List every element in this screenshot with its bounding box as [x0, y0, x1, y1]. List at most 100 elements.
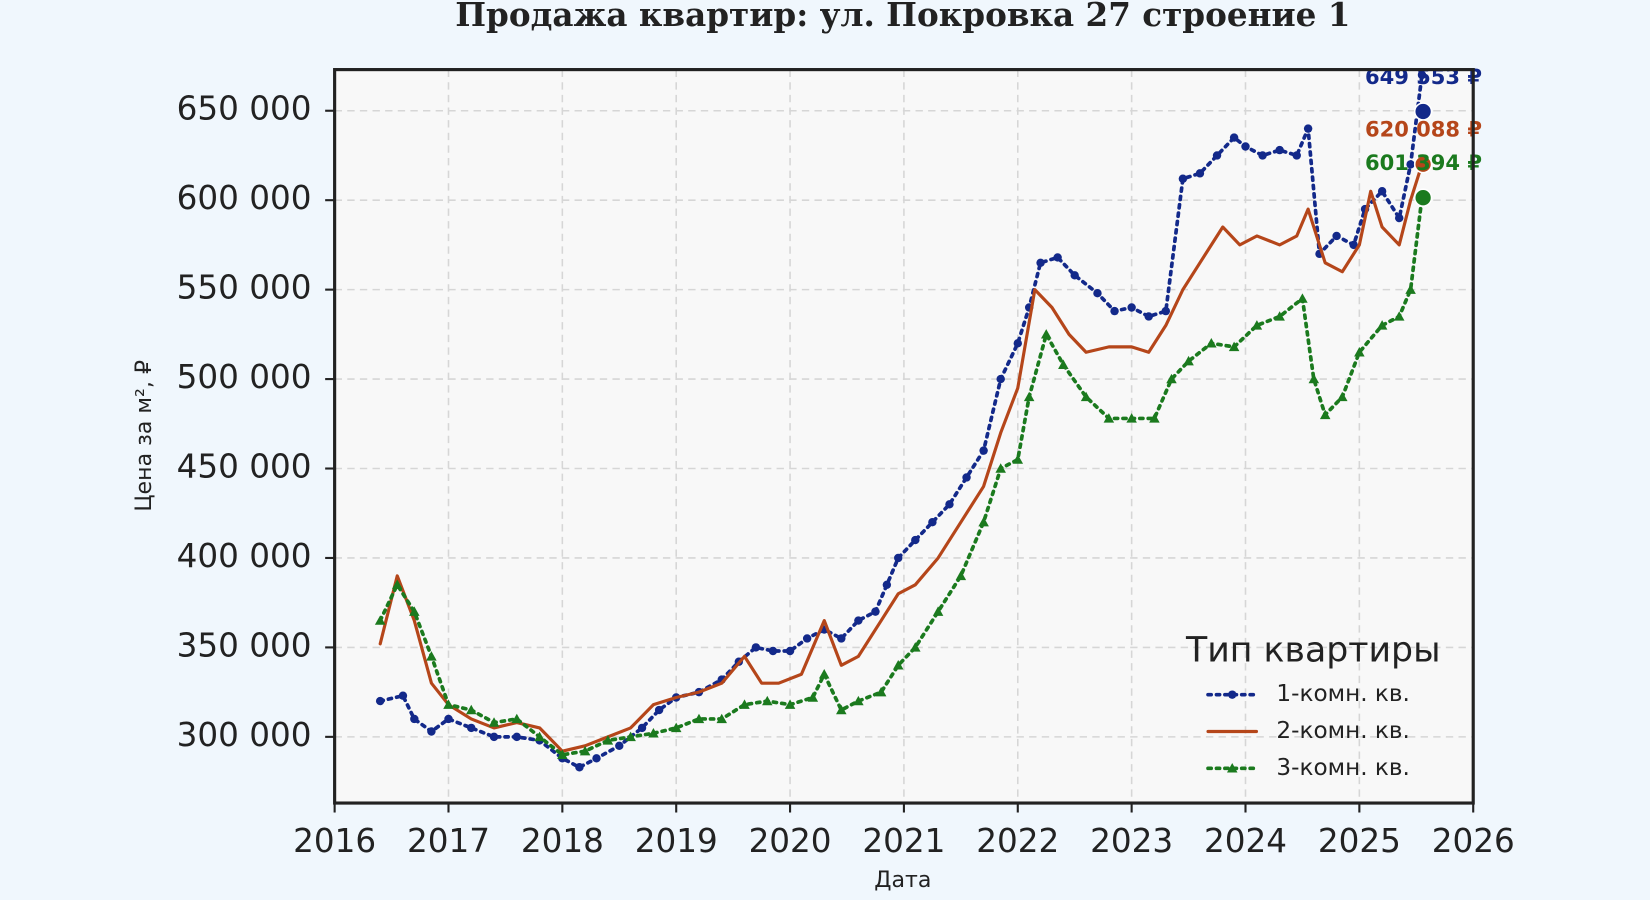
- x-tick-label: 2019: [635, 822, 718, 860]
- point: [615, 741, 624, 751]
- point: [1036, 258, 1045, 268]
- point: [875, 686, 887, 697]
- point: [579, 745, 591, 756]
- point: [592, 754, 601, 763]
- point: [511, 713, 523, 724]
- point: [654, 705, 664, 715]
- end-label: 620 088 ₽: [1365, 117, 1482, 142]
- point: [996, 374, 1005, 384]
- series-line: [378, 162, 1424, 753]
- legend-title: Тип квартиры: [1185, 631, 1440, 671]
- point: [625, 731, 636, 742]
- end-label: 601 394 ₽: [1365, 150, 1482, 175]
- point: [807, 692, 819, 702]
- point: [602, 735, 614, 745]
- point: [910, 642, 921, 652]
- point: [1229, 133, 1239, 142]
- point: [894, 553, 903, 563]
- plot-frame: [333, 68, 1475, 805]
- x-tick-label: 2021: [862, 822, 945, 860]
- end-point: [1413, 102, 1433, 121]
- point: [1337, 391, 1348, 402]
- point: [1195, 169, 1205, 178]
- point: [489, 732, 499, 742]
- point: [892, 660, 904, 670]
- point: [1251, 320, 1263, 330]
- legend-label: 1-комн. кв.: [1276, 681, 1409, 707]
- point: [836, 704, 847, 715]
- x-tick-label: 2018: [521, 822, 604, 860]
- point: [1303, 124, 1313, 133]
- chart-title: Продажа квартир: ул. Покровка 27 строени…: [455, 0, 1350, 34]
- point: [1110, 306, 1119, 316]
- grid: 2016 2017 2018 2019 2020 2021 2022 2023 2024 2025…: [177, 69, 1515, 860]
- point: [375, 696, 385, 706]
- point: [1275, 145, 1284, 155]
- point: [955, 570, 967, 581]
- point: [768, 646, 778, 656]
- point: [1053, 253, 1062, 262]
- point: [945, 500, 954, 509]
- point: [1206, 338, 1217, 348]
- x-tick-label: 2023: [1090, 822, 1173, 860]
- end-point: [1413, 155, 1433, 174]
- x-tick-label: 2020: [749, 822, 832, 860]
- point: [1349, 240, 1358, 250]
- point: [409, 606, 420, 616]
- point: [1149, 413, 1160, 423]
- point: [853, 695, 864, 706]
- point: [784, 699, 796, 709]
- legend: Тип квартиры 1-комн. кв. 2-комн. кв. 3-ком…: [1185, 631, 1440, 781]
- point: [1183, 355, 1194, 366]
- x-tick-label: 2025: [1318, 822, 1401, 860]
- point: [1126, 413, 1137, 423]
- point: [1012, 454, 1024, 464]
- point: [1070, 271, 1079, 280]
- point: [854, 616, 863, 625]
- x-tick-label: 2022: [976, 822, 1059, 860]
- data: 649 553 ₽ 620 088 ₽ 601 394 ₽: [374, 64, 1482, 772]
- point: [670, 722, 682, 733]
- point: [1228, 341, 1240, 352]
- point: [802, 634, 812, 643]
- y-tick-label: 350 000: [177, 626, 312, 664]
- point: [1058, 359, 1069, 369]
- point: [928, 517, 937, 527]
- x-tick-label: 2017: [407, 822, 490, 860]
- point: [1274, 311, 1285, 321]
- point: [443, 699, 454, 709]
- y-tick-label: 450 000: [177, 448, 312, 486]
- legend-label: 2-комн. кв.: [1276, 718, 1409, 744]
- point: [1103, 413, 1115, 423]
- point: [871, 607, 880, 616]
- point: [1292, 151, 1301, 160]
- legend-marker: [1228, 690, 1237, 699]
- point: [465, 704, 477, 715]
- y-tick-label: 500 000: [177, 358, 312, 396]
- legend-marker: [1226, 763, 1238, 773]
- y-tick-label: 650 000: [177, 90, 312, 128]
- point: [785, 646, 795, 656]
- point: [1417, 70, 1427, 80]
- point: [739, 699, 750, 709]
- point: [648, 728, 659, 738]
- point: [978, 516, 989, 527]
- series-line: [378, 195, 1424, 757]
- point: [512, 732, 522, 742]
- point: [1241, 142, 1250, 151]
- point: [716, 713, 728, 724]
- point: [410, 714, 419, 724]
- y-tick-label: 300 000: [177, 716, 312, 754]
- point: [1405, 284, 1416, 294]
- point: [1161, 306, 1171, 316]
- point: [557, 749, 568, 759]
- point: [1406, 160, 1415, 169]
- point: [1354, 346, 1365, 357]
- point: [534, 731, 545, 742]
- point: [818, 668, 830, 679]
- point: [882, 580, 892, 590]
- point: [1040, 329, 1052, 339]
- point: [762, 695, 773, 706]
- point: [1013, 339, 1022, 348]
